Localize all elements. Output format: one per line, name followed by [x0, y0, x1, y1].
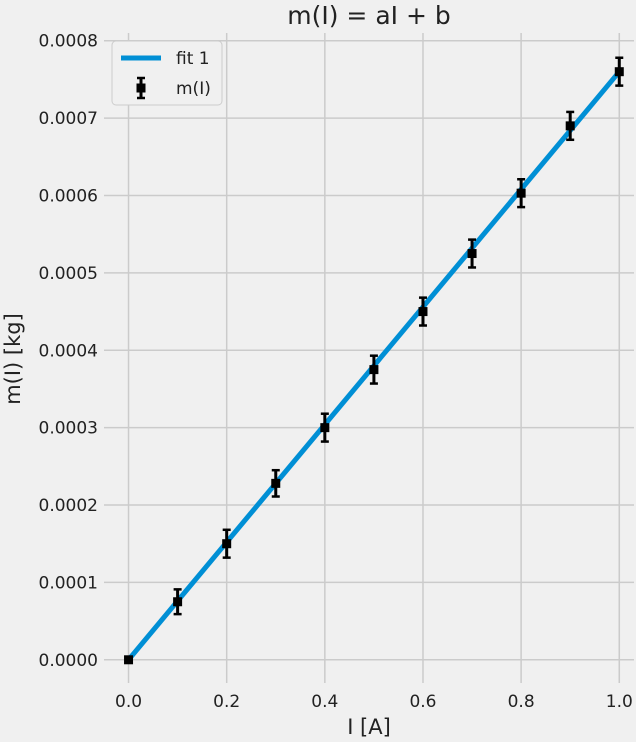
- x-tick-label: 0.8: [508, 692, 535, 712]
- y-ticks: 0.0000 0.0001 0.0002 0.0003 0.0004 0.0005 0.00…: [39, 32, 98, 671]
- data-point: [222, 539, 232, 549]
- x-tick-label: 0.4: [311, 692, 338, 712]
- data-point: [418, 307, 428, 317]
- data-point: [173, 597, 183, 607]
- data-point: [320, 423, 330, 433]
- grid: [104, 33, 634, 683]
- legend: fit 1 m(I): [111, 40, 223, 106]
- x-tick-label: 0.2: [213, 692, 240, 712]
- data-point: [467, 249, 477, 259]
- y-tick-label: 0.0001: [39, 573, 98, 593]
- x-tick-label: 1.0: [606, 692, 633, 712]
- y-axis-label: m(I) [kg]: [1, 313, 25, 405]
- y-tick-label: 0.0003: [39, 419, 98, 439]
- y-tick-label: 0.0008: [39, 32, 98, 52]
- y-tick-label: 0.0000: [39, 651, 98, 671]
- y-tick-label: 0.0007: [39, 109, 98, 129]
- data-point: [614, 67, 624, 77]
- x-axis-label: I [A]: [347, 715, 391, 739]
- y-tick-label: 0.0002: [39, 496, 98, 516]
- chart-title: m(I) = aI + b: [287, 1, 450, 30]
- data-point: [565, 121, 575, 131]
- x-ticks: 0.0 0.2 0.4 0.6 0.8 1.0: [115, 692, 633, 712]
- data-point: [516, 188, 526, 198]
- data-point: [271, 478, 281, 488]
- legend-points-swatch: [136, 76, 146, 100]
- data-point: [369, 365, 379, 375]
- data-point: [124, 655, 134, 665]
- legend-fit-label: fit 1: [176, 49, 210, 69]
- x-tick-label: 0.0: [115, 692, 142, 712]
- y-tick-label: 0.0004: [39, 341, 98, 361]
- y-tick-label: 0.0006: [39, 187, 98, 207]
- y-tick-label: 0.0005: [39, 264, 98, 284]
- legend-points-label: m(I): [176, 79, 211, 99]
- plot-background: [104, 33, 634, 683]
- legend-marker-square: [136, 83, 146, 93]
- x-tick-label: 0.6: [409, 692, 436, 712]
- points-layer: [124, 56, 624, 665]
